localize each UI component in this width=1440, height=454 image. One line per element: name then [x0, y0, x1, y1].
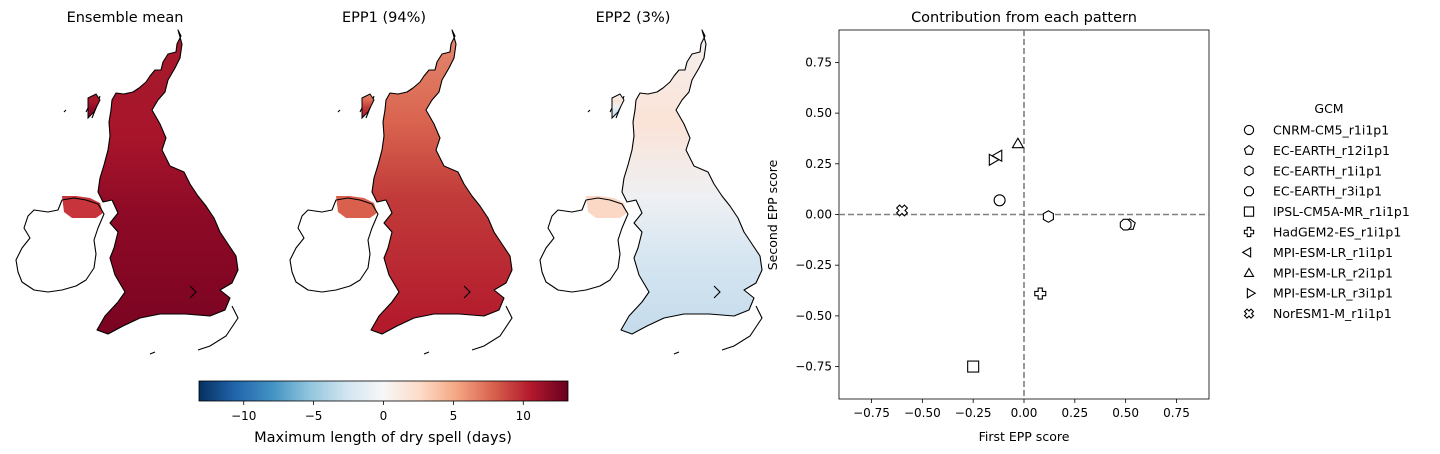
legend-marker-hexagon	[1244, 165, 1254, 177]
y-tick-label: 0.50	[805, 106, 832, 120]
colorbar-tick-label: 0	[380, 409, 388, 423]
x-axis-label: First EPP score	[979, 429, 1070, 444]
data-point-ec-earth_r3i1p1	[1119, 218, 1132, 231]
legend-marker-x-filled	[1243, 308, 1255, 319]
data-point-mpi-esm-lr_r2i1p1	[1011, 137, 1025, 149]
x-tick-label: 0.50	[1112, 406, 1139, 420]
legend-label: MPI-ESM-LR_r2i1p1	[1273, 265, 1393, 280]
map-panel-epp2: EPP2 (3%)	[539, 10, 763, 355]
data-point-mpi-esm-lr_r3i1p1	[988, 153, 1000, 167]
x-tick-label: −0.75	[853, 406, 890, 420]
y-tick-label: 0.00	[805, 208, 832, 222]
legend-marker-triangle-up	[1243, 267, 1255, 277]
colorbar-gradient	[198, 380, 569, 402]
legend-items: CNRM-CM5_r1i1p1 EC-EARTH_r12i1p1 EC-EARTH_…	[1241, 123, 1410, 321]
legend-marker-square	[1243, 206, 1255, 217]
legend-item: IPSL-CM5A-MR_r1i1p1	[1243, 204, 1410, 219]
map-panel-mean: Ensemble mean	[15, 10, 239, 355]
legend-marker-octagon	[1243, 186, 1255, 197]
legend: GCM CNRM-CM5_r1i1p1 EC-EARTH_r12i1p1 EC-EA…	[1241, 101, 1410, 321]
legend-marker-triangle-left	[1241, 246, 1252, 258]
colorbar-tick-label: −10	[231, 409, 256, 423]
great-britain-fill	[621, 30, 762, 334]
y-tick-label: 0.75	[805, 55, 832, 69]
legend-label: MPI-ESM-LR_r1i1p1	[1273, 245, 1393, 260]
map-title: EPP1 (94%)	[342, 10, 426, 26]
x-tick-label: −0.50	[904, 406, 941, 420]
legend-marker-plus	[1243, 226, 1255, 238]
x-axis-ticks: −0.75 −0.50 −0.25 0.00 0.25 0.50 0.75	[853, 399, 1190, 420]
y-axis-ticks: −0.75 −0.50 −0.25 0.00 0.25 0.50 0.75	[795, 55, 839, 374]
x-tick-label: 0.75	[1163, 406, 1190, 420]
legend-marker-circle	[1243, 124, 1255, 136]
legend-item: NorESM1-M_r1i1p1	[1243, 306, 1392, 321]
western-isles	[361, 93, 375, 120]
western-isles	[611, 93, 625, 120]
data-point-ec-earth_r1i1p1	[1042, 210, 1054, 223]
map-title: EPP2 (3%)	[596, 10, 671, 26]
great-britain-fill	[97, 30, 238, 334]
colorbar-tick-label: −5	[305, 409, 323, 423]
western-isles	[87, 93, 101, 120]
data-point-hadgem2-es_r1i1p1	[1034, 287, 1047, 300]
map-panel-epp1: EPP1 (94%)	[289, 10, 513, 355]
y-tick-label: −0.50	[795, 309, 832, 323]
legend-item: CNRM-CM5_r1i1p1	[1243, 123, 1389, 138]
legend-item: MPI-ESM-LR_r3i1p1	[1246, 286, 1393, 301]
legend-label: EC-EARTH_r12i1p1	[1273, 143, 1390, 158]
colorbar-label: Maximum length of dry spell (days)	[254, 430, 512, 446]
legend-item: MPI-ESM-LR_r1i1p1	[1241, 245, 1393, 260]
chart-title: Contribution from each pattern	[911, 10, 1137, 26]
y-tick-label: 0.25	[805, 157, 832, 171]
legend-label: CNRM-CM5_r1i1p1	[1273, 123, 1389, 138]
y-axis-label: Second EPP score	[765, 159, 780, 270]
colorbar-tick-label: 10	[516, 409, 531, 423]
great-britain-fill	[371, 30, 512, 334]
legend-item: EC-EARTH_r12i1p1	[1243, 143, 1390, 158]
reference-lines	[839, 30, 1209, 399]
legend-item: HadGEM2-ES_r1i1p1	[1243, 225, 1401, 240]
legend-item: EC-EARTH_r3i1p1	[1243, 184, 1382, 199]
legend-title: GCM	[1314, 101, 1343, 116]
map-panels: Ensemble mean EPP1 (94%) EPP2 (3%)	[15, 10, 763, 355]
colorbar: −10 −5 0 5 10 Maximum length of dry spell (d…	[198, 380, 569, 446]
legend-marker-pentagon	[1243, 144, 1255, 155]
data-points	[895, 137, 1136, 373]
y-tick-label: −0.25	[795, 258, 832, 272]
x-tick-label: 0.00	[1011, 406, 1038, 420]
legend-marker-triangle-right	[1246, 287, 1257, 299]
legend-label: EC-EARTH_r1i1p1	[1273, 163, 1382, 178]
colorbar-ticks: −10 −5 0 5 10	[231, 401, 531, 423]
data-point-cnrm-cm5_r1i1p1	[993, 194, 1006, 207]
scatter-plot: Contribution from each pattern −0.75 −0.5…	[765, 10, 1210, 444]
legend-label: NorESM1-M_r1i1p1	[1273, 306, 1392, 321]
legend-label: IPSL-CM5A-MR_r1i1p1	[1273, 204, 1410, 219]
map-title: Ensemble mean	[67, 10, 184, 26]
x-tick-label: 0.25	[1061, 406, 1088, 420]
legend-label: HadGEM2-ES_r1i1p1	[1273, 225, 1401, 240]
data-point-noresm1-m_r1i1p1	[895, 204, 909, 217]
legend-item: EC-EARTH_r1i1p1	[1244, 163, 1382, 178]
x-tick-label: −0.25	[955, 406, 992, 420]
data-point-ipsl-cm5a-mr_r1i1p1	[967, 360, 980, 373]
legend-label: EC-EARTH_r3i1p1	[1273, 184, 1382, 199]
y-tick-label: −0.75	[795, 360, 832, 374]
legend-label: MPI-ESM-LR_r3i1p1	[1273, 286, 1393, 301]
colorbar-tick-label: 5	[450, 409, 458, 423]
legend-item: MPI-ESM-LR_r2i1p1	[1243, 265, 1393, 280]
